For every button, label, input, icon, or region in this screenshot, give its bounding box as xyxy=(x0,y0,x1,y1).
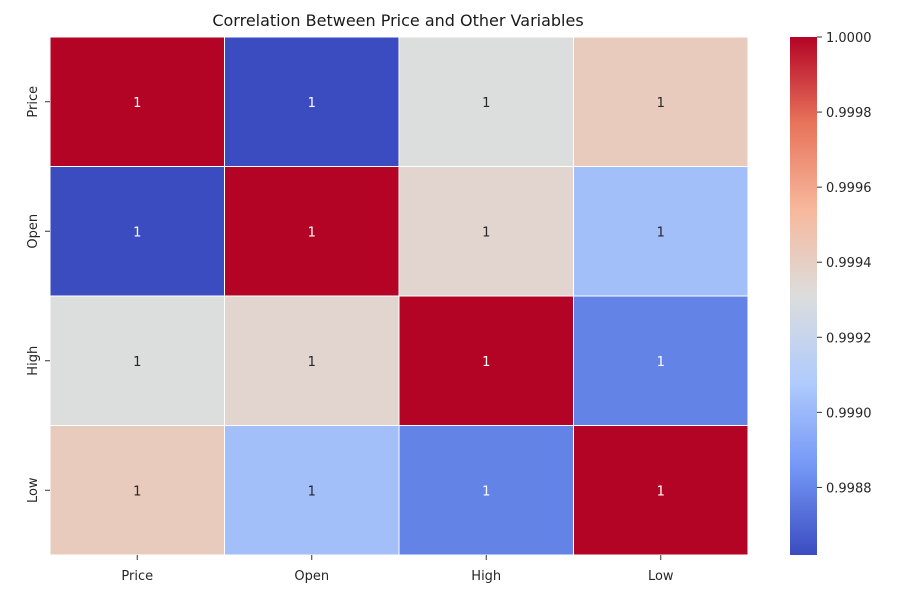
cell-annotation: 1 xyxy=(482,355,490,370)
x-tick-label: Price xyxy=(121,569,153,584)
heatmap-cell xyxy=(398,425,574,556)
heatmap-cell xyxy=(49,166,225,297)
heatmap-cell xyxy=(224,36,400,167)
colorbar-tick-label: 0.9996 xyxy=(826,181,872,196)
x-tick-label: High xyxy=(471,569,501,584)
cell-annotation: 1 xyxy=(482,96,490,111)
cell-annotation: 1 xyxy=(657,225,665,240)
y-tick-label: Price xyxy=(26,86,41,118)
y-axis: Price Open High Low xyxy=(26,86,50,503)
colorbar-tick-label: 0.9994 xyxy=(826,256,872,271)
colorbar-tick-label: 1.0000 xyxy=(826,31,872,46)
heatmap-cell xyxy=(398,166,574,297)
colorbar-tick-label: 0.9998 xyxy=(826,106,872,121)
x-tick-label: Open xyxy=(294,569,329,584)
cell-annotation: 1 xyxy=(133,225,141,240)
colorbar-tick-label: 0.9988 xyxy=(826,481,872,496)
heatmap-cell xyxy=(49,425,225,556)
colorbar-tick-label: 0.9990 xyxy=(826,406,872,421)
cell-annotation: 1 xyxy=(657,484,665,499)
y-tick-label: High xyxy=(26,346,41,376)
heatmap-cell xyxy=(49,36,225,167)
cell-annotation: 1 xyxy=(308,484,316,499)
cell-annotation: 1 xyxy=(308,225,316,240)
cell-annotation: 1 xyxy=(657,355,665,370)
colorbar-tick-label: 0.9992 xyxy=(826,331,872,346)
cell-annotation: 1 xyxy=(308,355,316,370)
chart-title: Correlation Between Price and Other Vari… xyxy=(212,11,583,30)
heatmap-cell xyxy=(224,425,400,556)
heatmap-cell xyxy=(573,166,749,297)
cell-annotation: 1 xyxy=(133,484,141,499)
colorbar: 0.9988 0.9990 0.9992 0.9994 0.9996 0.9998 1.00… xyxy=(790,31,872,555)
cell-annotation: 1 xyxy=(133,355,141,370)
heatmap-cell xyxy=(573,425,749,556)
heatmap-cell xyxy=(224,166,400,297)
cell-annotation: 1 xyxy=(482,225,490,240)
x-tick-label: Low xyxy=(648,569,674,584)
y-tick-label: Low xyxy=(26,477,41,503)
y-tick-label: Open xyxy=(26,214,41,249)
heatmap-cell xyxy=(398,36,574,167)
cell-annotation: 1 xyxy=(482,484,490,499)
heatmap-cell xyxy=(573,36,749,167)
cell-annotation: 1 xyxy=(308,96,316,111)
heatmap-cell xyxy=(573,295,749,426)
cell-annotation: 1 xyxy=(133,96,141,111)
heatmap-cells: 1 1 1 1 1 1 1 1 1 1 1 1 1 1 1 1 xyxy=(49,36,749,556)
colorbar-gradient xyxy=(790,37,817,555)
x-axis: Price Open High Low xyxy=(121,555,674,584)
heatmap-cell xyxy=(224,295,400,426)
cell-annotation: 1 xyxy=(657,96,665,111)
